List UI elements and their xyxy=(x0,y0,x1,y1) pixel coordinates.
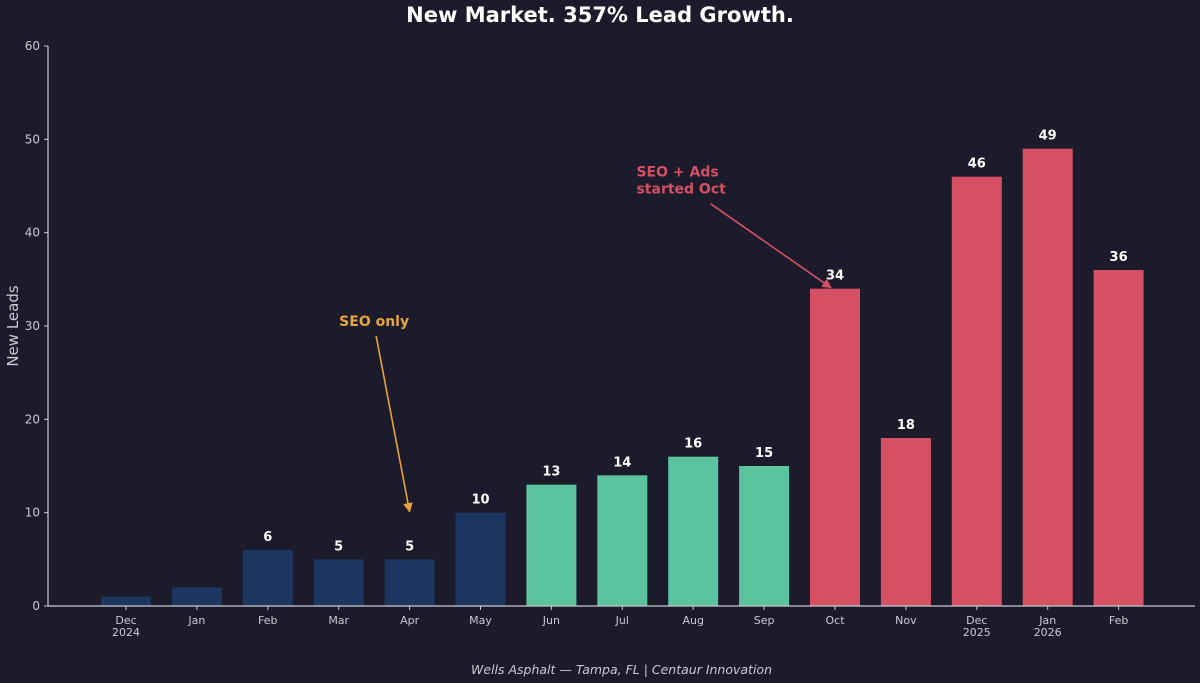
y-tick-label-30: 30 xyxy=(25,319,40,333)
y-tick-label-0: 0 xyxy=(32,599,40,613)
bar-2 xyxy=(242,550,293,606)
chart-title: New Market. 357% Lead Growth. xyxy=(406,3,794,27)
y-tick-label-20: 20 xyxy=(25,412,40,426)
value-label-13: 49 xyxy=(1039,129,1057,144)
y-tick-label-40: 40 xyxy=(25,226,40,240)
x-tick-label-7: Jul xyxy=(615,614,629,627)
value-label-4: 5 xyxy=(405,539,414,554)
value-label-5: 10 xyxy=(471,493,489,508)
value-label-14: 36 xyxy=(1110,250,1128,265)
bar-4 xyxy=(384,559,435,606)
value-label-11: 18 xyxy=(897,418,915,433)
annotation-0-line-0: SEO only xyxy=(339,314,409,330)
bar-13 xyxy=(1022,148,1073,606)
bar-10 xyxy=(810,288,860,606)
y-tick-label-60: 60 xyxy=(25,39,40,53)
x-tick-label-13: Jan xyxy=(1038,614,1056,627)
x-tick-label-8: Aug xyxy=(682,614,703,627)
x-tick-label-13-year: 2026 xyxy=(1034,626,1062,639)
bar-3 xyxy=(313,559,364,606)
value-label-6: 13 xyxy=(542,465,560,480)
bar-11 xyxy=(880,438,931,606)
value-label-9: 15 xyxy=(755,446,773,461)
x-tick-label-0: Dec xyxy=(115,614,136,627)
bar-7 xyxy=(597,475,648,606)
x-tick-label-4: Apr xyxy=(400,614,420,627)
value-label-12: 46 xyxy=(968,157,986,172)
y-axis-label: New Leads xyxy=(4,285,22,367)
y-tick-label-10: 10 xyxy=(25,506,40,520)
x-tick-label-1: Jan xyxy=(187,614,205,627)
x-tick-label-11: Nov xyxy=(895,614,917,627)
bar-14 xyxy=(1093,270,1144,606)
bar-9 xyxy=(739,466,790,606)
bar-0 xyxy=(101,596,151,606)
x-tick-label-10: Oct xyxy=(825,614,845,627)
chart-footer: Wells Asphalt — Tampa, FL | Centaur Inno… xyxy=(470,662,772,677)
annotation-1-line-1: started Oct xyxy=(636,182,726,198)
x-tick-label-12-year: 2025 xyxy=(963,626,991,639)
bar-1 xyxy=(171,587,222,606)
y-tick-label-50: 50 xyxy=(25,132,40,146)
bar-6 xyxy=(526,484,577,606)
x-tick-label-9: Sep xyxy=(754,614,775,627)
annotation-arrow-1 xyxy=(710,203,832,289)
x-tick-label-14: Feb xyxy=(1109,614,1128,627)
value-label-3: 5 xyxy=(334,539,343,554)
x-tick-label-6: Jun xyxy=(542,614,560,627)
value-label-10: 34 xyxy=(826,269,844,284)
x-tick-label-12: Dec xyxy=(966,614,987,627)
annotation-arrow-0 xyxy=(375,335,413,513)
x-tick-label-0-year: 2024 xyxy=(112,626,140,639)
value-label-2: 6 xyxy=(263,530,272,545)
value-label-8: 16 xyxy=(684,437,702,452)
x-tick-label-5: May xyxy=(469,614,492,627)
bar-8 xyxy=(668,456,719,606)
x-tick-label-2: Feb xyxy=(258,614,277,627)
annotation-1-line-0: SEO + Ads xyxy=(636,165,718,181)
value-label-7: 14 xyxy=(613,455,631,470)
x-tick-label-3: Mar xyxy=(328,614,349,627)
bar-12 xyxy=(951,176,1002,606)
bar-5 xyxy=(455,512,506,606)
